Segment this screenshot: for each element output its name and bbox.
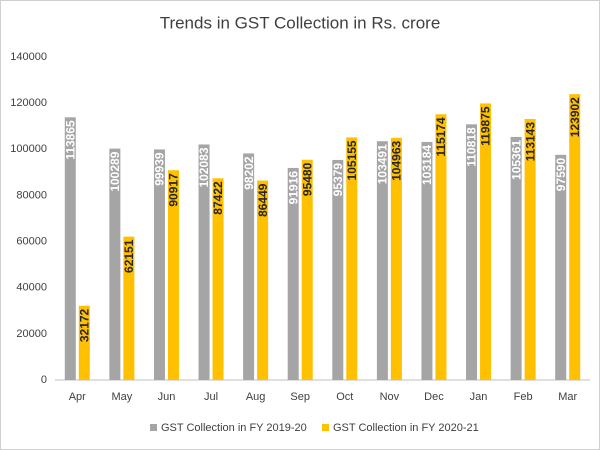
data-label: 91916 [286,171,300,205]
data-label: 113865 [63,120,77,160]
x-tick-label: Dec [424,391,444,403]
bar [212,178,224,380]
bar [257,180,269,380]
x-tick-label: Jun [158,391,176,403]
data-label: 86449 [256,183,270,217]
bar [390,137,402,380]
data-label: 62151 [122,239,136,273]
x-tick-label: Oct [336,391,353,403]
data-label: 110818 [465,127,479,167]
bar [555,154,567,380]
bar [198,144,210,380]
legend-label: GST Collection in FY 2019-20 [161,422,307,434]
bar [123,236,135,380]
bar [64,117,76,380]
data-label: 113143 [523,122,537,162]
data-label: 103491 [376,144,390,184]
data-label: 99939 [153,152,167,186]
data-label: 100289 [108,151,122,191]
x-tick-label: Nov [380,391,400,403]
bar [376,141,388,380]
bar [510,136,522,380]
bar [287,167,299,380]
bar [243,153,255,380]
x-tick-label: Aug [246,391,266,403]
bar [301,159,313,380]
bar [346,137,358,380]
data-label: 95379 [331,163,345,197]
bar [569,94,581,381]
y-tick-label: 0 [41,374,47,386]
y-tick-label: 100000 [10,143,47,155]
y-tick-label: 140000 [10,51,47,63]
y-tick-label: 40000 [16,282,47,294]
y-tick-label: 120000 [10,97,47,109]
bar [153,149,165,380]
data-label: 90917 [167,173,181,207]
data-label: 87422 [211,181,225,215]
x-tick-label: Mar [558,391,577,403]
y-tick-label: 60000 [16,235,47,247]
x-tick-label: Jul [204,391,218,403]
bar [78,305,90,380]
data-label: 98202 [242,156,256,190]
data-label: 115174 [434,117,448,157]
data-label: 32172 [77,308,91,342]
y-tick-label: 80000 [16,189,47,201]
data-label: 104963 [390,141,404,181]
bar [332,159,344,380]
x-tick-label: Jan [470,391,488,403]
bar [109,148,121,380]
x-tick-label: May [111,391,132,403]
data-label: 105155 [345,140,359,180]
data-label: 123902 [568,97,582,137]
bar [480,103,492,381]
data-label: 103184 [420,145,434,185]
x-tick-label: Feb [514,391,533,403]
legend-swatch [150,424,157,431]
data-label: 119875 [479,106,493,146]
x-tick-label: Apr [69,391,86,403]
legend-label: GST Collection in FY 2020-21 [333,422,479,434]
bar [421,141,433,380]
x-tick-label: Sep [290,391,310,403]
legend-swatch [322,424,329,431]
bar [466,124,478,380]
data-label: 102083 [197,147,211,187]
bar [435,114,447,380]
bar [167,170,179,380]
data-label: 97590 [554,158,568,192]
chart-title: Trends in GST Collection in Rs. crore [160,13,441,32]
y-tick-label: 20000 [16,328,47,340]
data-label: 95480 [300,162,314,196]
bar [524,118,536,380]
data-label: 105361 [509,140,523,180]
